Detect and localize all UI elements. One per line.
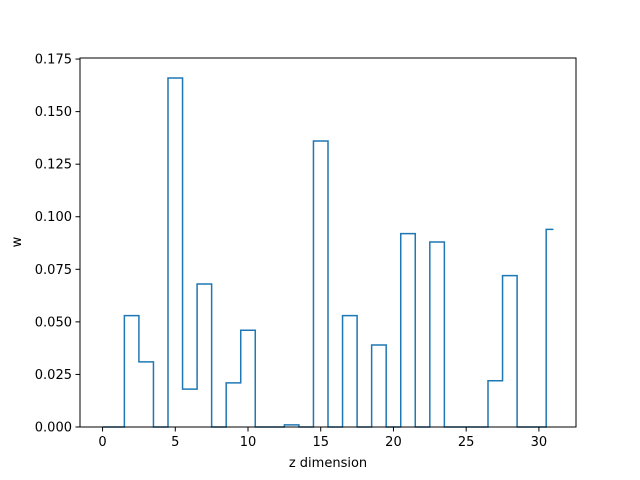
x-tick-label: 0 bbox=[98, 435, 106, 450]
plot-frame bbox=[79, 57, 577, 428]
x-axis-label: z dimension bbox=[289, 456, 367, 471]
y-tick-label: 0.025 bbox=[35, 368, 72, 383]
y-tick-label: 0.175 bbox=[35, 53, 72, 68]
y-tick-label: 0.075 bbox=[35, 263, 72, 278]
y-tick-label: 0.050 bbox=[35, 315, 72, 330]
x-tick-label: 20 bbox=[385, 435, 402, 450]
x-tick-label: 10 bbox=[240, 435, 257, 450]
y-tick-label: 0.000 bbox=[35, 421, 72, 436]
y-tick-label: 0.100 bbox=[35, 210, 72, 225]
x-tick-label: 15 bbox=[312, 435, 329, 450]
x-tick-label: 25 bbox=[458, 435, 475, 450]
x-tick-label: 30 bbox=[531, 435, 548, 450]
y-axis: 0.000 0.025 0.050 0.075 0.100 0.125 0.150 0.175 bbox=[35, 53, 80, 436]
y-axis-label: w bbox=[10, 236, 25, 247]
x-axis: 0 5 10 15 20 25 30 bbox=[98, 427, 547, 450]
y-tick-label: 0.150 bbox=[35, 105, 72, 120]
x-tick-label: 5 bbox=[171, 435, 179, 450]
y-tick-label: 0.125 bbox=[35, 158, 72, 173]
